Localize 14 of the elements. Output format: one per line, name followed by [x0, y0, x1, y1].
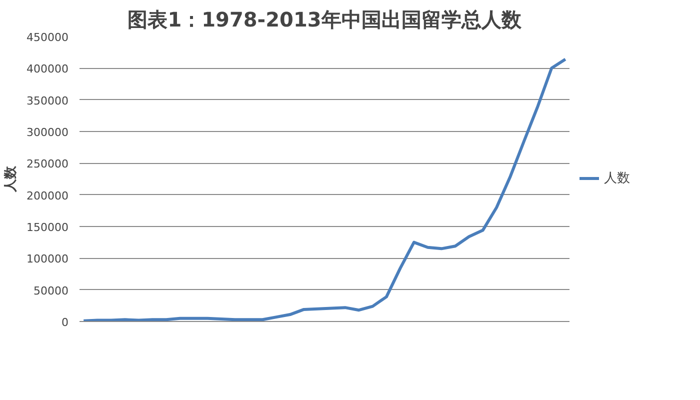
y-tick-label: 450000: [26, 31, 69, 44]
y-tick-label: 200000: [26, 189, 69, 202]
y-tick-label: 50000: [34, 284, 69, 298]
y-axis-title: 人数: [4, 165, 19, 193]
chart-title: 图表1：1978-2013年中国出国留学总人数: [128, 8, 522, 32]
y-tick-label: 100000: [26, 252, 69, 266]
legend-label: 人数: [604, 170, 630, 187]
y-tick-label: 300000: [26, 126, 69, 139]
y-tick-label: 0: [62, 316, 68, 329]
line-series: [82, 58, 567, 322]
y-tick-label: 350000: [26, 94, 69, 108]
y-tick-label: 150000: [26, 221, 69, 234]
y-tick-label: 250000: [26, 158, 69, 171]
y-tick-label: 400000: [26, 62, 69, 76]
